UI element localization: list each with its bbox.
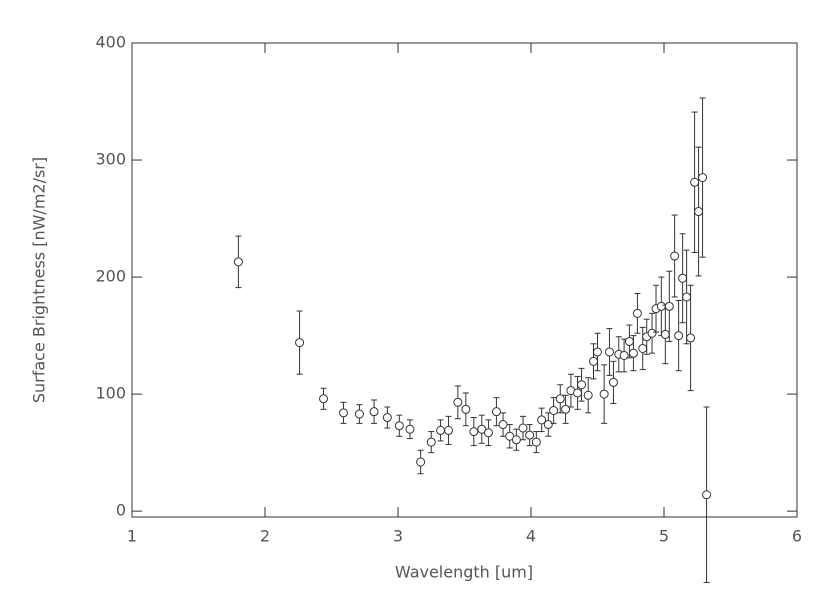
point	[531, 437, 541, 447]
y-tick-label: 300	[95, 150, 126, 169]
point	[369, 407, 379, 417]
point	[698, 173, 708, 183]
point	[670, 251, 680, 261]
point	[638, 343, 648, 353]
point	[682, 292, 692, 302]
point	[394, 421, 404, 431]
y-tick-label: 200	[95, 267, 126, 286]
point	[555, 394, 565, 404]
point	[405, 424, 415, 434]
point	[295, 338, 305, 348]
point	[619, 350, 629, 360]
x-tick-label: 3	[393, 527, 403, 546]
point	[632, 308, 642, 318]
point	[483, 428, 493, 438]
point	[498, 420, 508, 430]
point	[511, 435, 521, 445]
y-tick-label: 400	[95, 33, 126, 52]
point	[624, 336, 634, 346]
point	[549, 405, 559, 415]
plot-frame	[131, 42, 798, 518]
x-axis-label: Wavelength [um]	[395, 563, 533, 582]
point	[426, 437, 436, 447]
point	[416, 457, 426, 467]
point	[537, 415, 547, 425]
point	[319, 394, 329, 404]
point	[674, 331, 684, 341]
point	[678, 273, 688, 283]
x-tick-label: 1	[127, 527, 137, 546]
point	[573, 388, 583, 398]
y-tick-label: 0	[116, 501, 126, 520]
point	[647, 328, 657, 338]
point	[469, 427, 479, 437]
point	[354, 409, 364, 419]
point	[461, 404, 471, 414]
x-tick-label: 5	[659, 527, 669, 546]
point	[577, 380, 587, 390]
point	[690, 177, 700, 187]
point	[543, 420, 553, 430]
point	[338, 408, 348, 418]
point	[664, 301, 674, 311]
point	[608, 377, 618, 387]
point	[656, 301, 666, 311]
point	[436, 425, 446, 435]
point	[604, 347, 614, 357]
y-axis-label: Surface Brightness [nW/m2/sr]	[30, 157, 49, 403]
point	[525, 430, 535, 440]
point	[694, 207, 704, 217]
x-tick-label: 6	[792, 527, 802, 546]
point	[599, 389, 609, 399]
point	[702, 490, 712, 500]
x-tick-label: 2	[260, 527, 270, 546]
point	[583, 390, 593, 400]
point	[628, 348, 638, 358]
x-tick-label: 4	[526, 527, 536, 546]
point	[589, 356, 599, 366]
y-tick-label: 100	[95, 384, 126, 403]
point	[518, 423, 528, 433]
point	[660, 329, 670, 339]
point	[444, 425, 454, 435]
point	[233, 257, 243, 267]
point	[561, 404, 571, 414]
point	[382, 413, 392, 423]
point	[686, 333, 696, 343]
point	[491, 407, 501, 417]
point	[453, 397, 463, 407]
point	[593, 347, 602, 357]
